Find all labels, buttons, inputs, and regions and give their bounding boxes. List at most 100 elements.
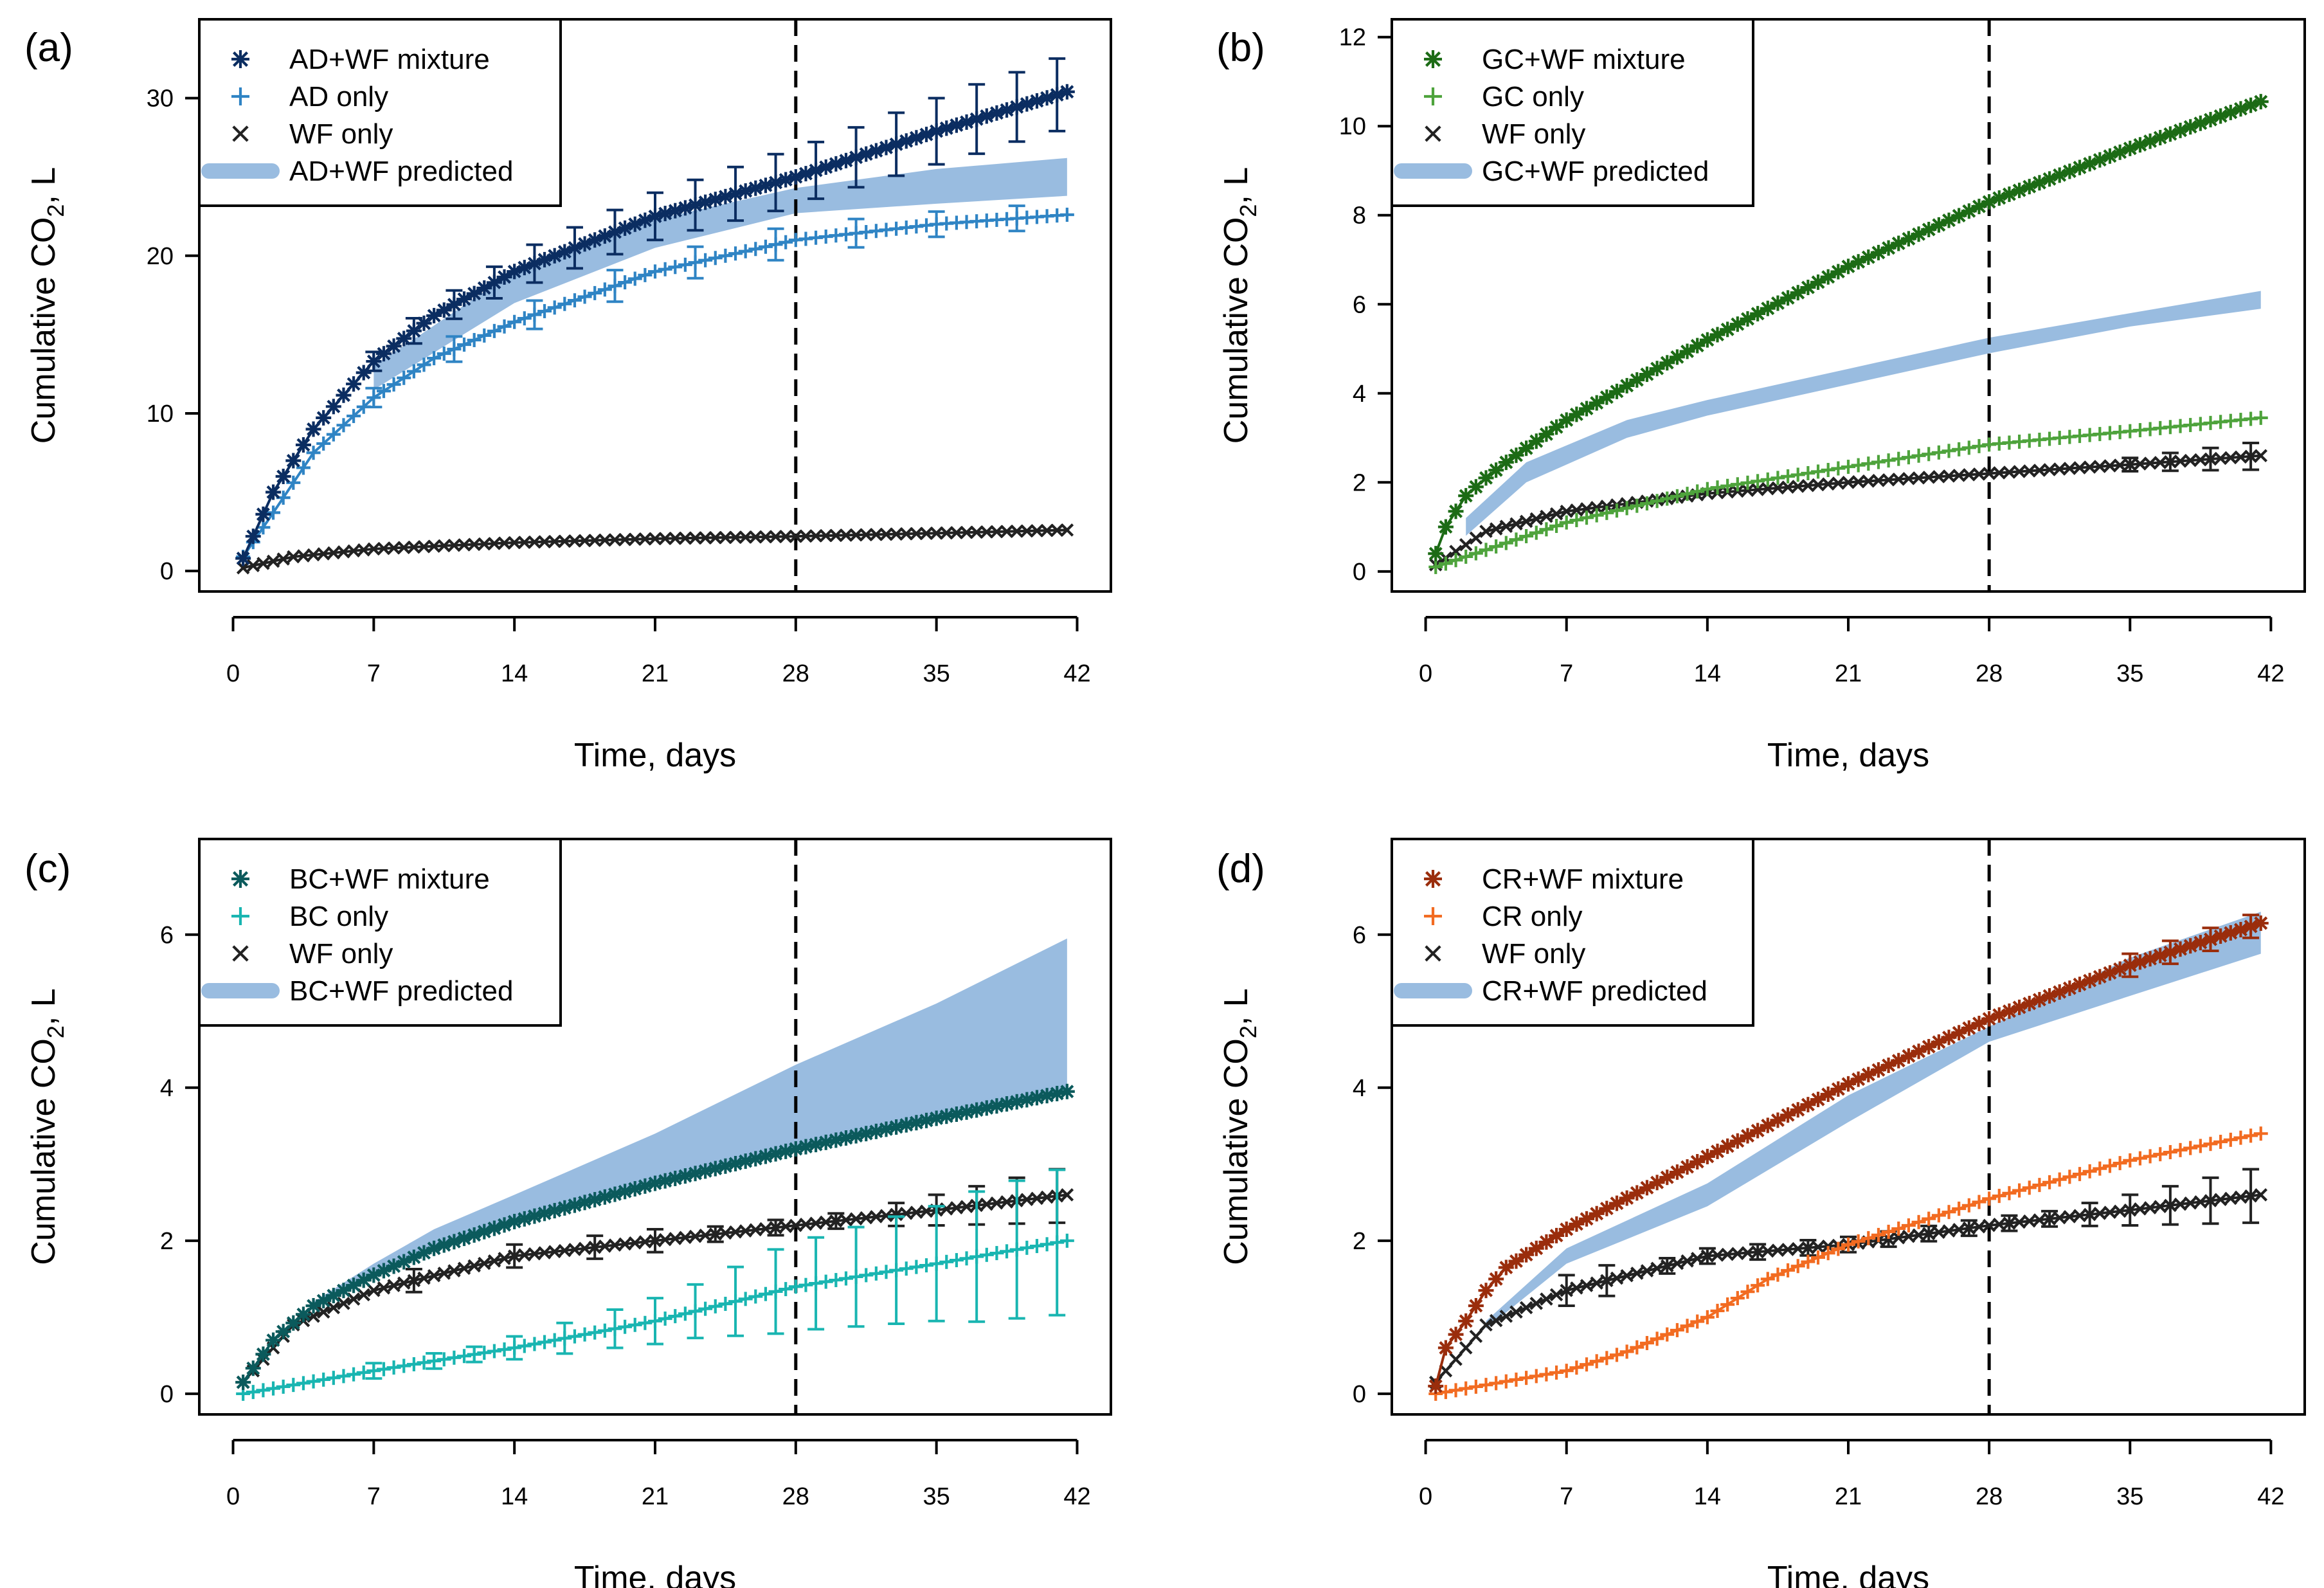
data-point (325, 399, 341, 415)
data-point (990, 525, 1004, 539)
marker-stroke (1549, 420, 1563, 434)
data-point (848, 1128, 864, 1144)
y-label-text: Cumulative CO (25, 1038, 62, 1265)
marker-stroke (678, 1231, 692, 1245)
data-point (1060, 523, 1074, 537)
plot-area (1428, 839, 2269, 1414)
marker-stroke (578, 1241, 591, 1256)
marker-stroke (1449, 545, 1463, 558)
marker-stroke (427, 309, 441, 323)
x-axis-label: Time, days (574, 737, 736, 774)
data-point (688, 255, 703, 270)
marker-stroke (377, 347, 391, 361)
data-point (759, 530, 773, 544)
marker-stroke (568, 534, 582, 548)
marker-stroke (1751, 1245, 1765, 1259)
data-point (336, 1369, 351, 1384)
data-point (687, 1166, 703, 1182)
data-point (829, 1273, 843, 1288)
marker-stroke (1670, 1256, 1684, 1270)
marker-stroke (1590, 501, 1603, 514)
marker-stroke (598, 1240, 612, 1253)
data-point (1609, 503, 1624, 518)
x-tick-label: 14 (501, 660, 528, 687)
data-point (668, 532, 682, 545)
marker-stroke (1700, 333, 1715, 347)
marker-stroke (809, 1216, 823, 1230)
data-point (1841, 460, 1855, 474)
data-point (888, 1119, 905, 1135)
data-point (245, 528, 261, 545)
data-point (587, 1192, 603, 1208)
predicted-band (1466, 291, 2261, 536)
marker-stroke (387, 541, 401, 555)
data-point (588, 1325, 602, 1340)
data-point (1479, 525, 1493, 538)
series-single (1428, 1126, 2268, 1401)
data-point (447, 342, 462, 357)
data-point (2143, 1149, 2157, 1164)
data-point (597, 282, 612, 297)
data-point (557, 1331, 572, 1346)
data-point (547, 300, 562, 315)
data-point (1549, 518, 1564, 533)
data-point (1700, 482, 1715, 496)
data-point (1538, 426, 1554, 442)
data-point (437, 1267, 451, 1280)
data-point (2062, 1169, 2077, 1184)
marker-stroke (648, 1234, 662, 1248)
data-point (1589, 508, 1604, 523)
marker-stroke (337, 545, 350, 559)
y-tick-label: 6 (1353, 922, 1366, 949)
data-point (939, 1254, 954, 1269)
marker-stroke (889, 527, 903, 541)
marker-stroke (1711, 1249, 1724, 1262)
data-point (1437, 519, 1454, 535)
data-point (928, 1110, 944, 1126)
marker-stroke (718, 1159, 732, 1173)
data-point (1549, 507, 1563, 521)
marker-stroke (2012, 465, 2026, 478)
data-point (417, 1355, 431, 1370)
marker-stroke (759, 530, 773, 544)
data-point (1509, 517, 1523, 531)
data-point (1549, 419, 1565, 435)
y-tick-label: 0 (160, 1381, 174, 1408)
data-point (1499, 1374, 1513, 1389)
data-point (1891, 1221, 1906, 1236)
data-point (567, 1329, 582, 1344)
legend-label: CR only (1482, 901, 1583, 932)
marker-stroke (1832, 476, 1845, 490)
data-point (2052, 1172, 2067, 1187)
data-point (285, 453, 302, 469)
marker-stroke (960, 1200, 973, 1214)
data-point (387, 1279, 401, 1292)
marker-stroke (2153, 1200, 2167, 1214)
marker-stroke (1741, 1246, 1754, 1259)
marker-stroke (2033, 464, 2046, 477)
data-point (2123, 1153, 2138, 1168)
marker-stroke (1620, 379, 1634, 393)
marker-stroke (1529, 1296, 1544, 1310)
x-axis: 0 7 14 21 28 35 42 Time, days (1419, 1439, 2285, 1588)
series-single (1428, 410, 2268, 574)
data-point (1700, 1310, 1715, 1324)
panel-label: (b) (1216, 26, 1265, 70)
data-point (1720, 321, 1736, 338)
data-point (527, 307, 542, 322)
data-point (1000, 1244, 1014, 1259)
data-point (557, 296, 572, 311)
data-point (246, 559, 260, 573)
plot-area (1428, 19, 2269, 591)
data-point (2193, 1139, 2208, 1153)
data-point (2073, 1167, 2087, 1182)
data-point (1539, 1367, 1554, 1382)
data-point (708, 531, 723, 545)
marker-stroke (1050, 523, 1064, 537)
marker-stroke (859, 1211, 873, 1225)
data-point (276, 1379, 291, 1394)
data-point (969, 1249, 984, 1264)
marker-stroke (1640, 1264, 1654, 1277)
data-point (1790, 467, 1805, 482)
marker-stroke (2113, 1204, 2127, 1218)
